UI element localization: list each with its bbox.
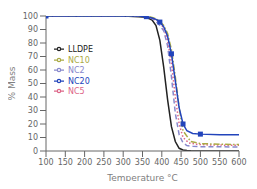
- svg-text:70: 70: [28, 52, 38, 61]
- svg-text:500: 500: [193, 158, 208, 167]
- svg-text:200: 200: [77, 158, 92, 167]
- svg-text:40: 40: [28, 93, 38, 102]
- svg-text:20: 20: [28, 120, 38, 129]
- svg-text:30: 30: [28, 106, 38, 115]
- svg-text:100: 100: [23, 12, 38, 21]
- svg-text:Temperature °C: Temperature °C: [106, 173, 178, 181]
- svg-text:150: 150: [58, 158, 73, 167]
- svg-text:50: 50: [28, 79, 38, 88]
- html-text:LLDPE: LLDPE: [68, 44, 93, 54]
- html-text:NC10: NC10: [68, 55, 90, 64]
- svg-text:0: 0: [33, 147, 38, 156]
- svg-text:350: 350: [135, 158, 150, 167]
- svg-text:80: 80: [28, 39, 38, 48]
- svg-text:250: 250: [96, 158, 111, 167]
- html-text:NC2: NC2: [68, 65, 85, 75]
- svg-text:300: 300: [116, 158, 131, 167]
- html-text:NC5: NC5: [68, 86, 85, 96]
- html-text:NC20: NC20: [68, 76, 90, 85]
- svg-text:450: 450: [173, 158, 188, 167]
- svg-text:% Mass: % Mass: [8, 66, 17, 100]
- svg-text:90: 90: [28, 25, 38, 34]
- svg-text:100: 100: [38, 158, 53, 167]
- svg-text:400: 400: [154, 158, 169, 167]
- svg-text:550: 550: [212, 158, 227, 167]
- svg-text:60: 60: [28, 66, 38, 75]
- svg-text:600: 600: [231, 158, 246, 167]
- svg-text:10: 10: [28, 133, 38, 142]
